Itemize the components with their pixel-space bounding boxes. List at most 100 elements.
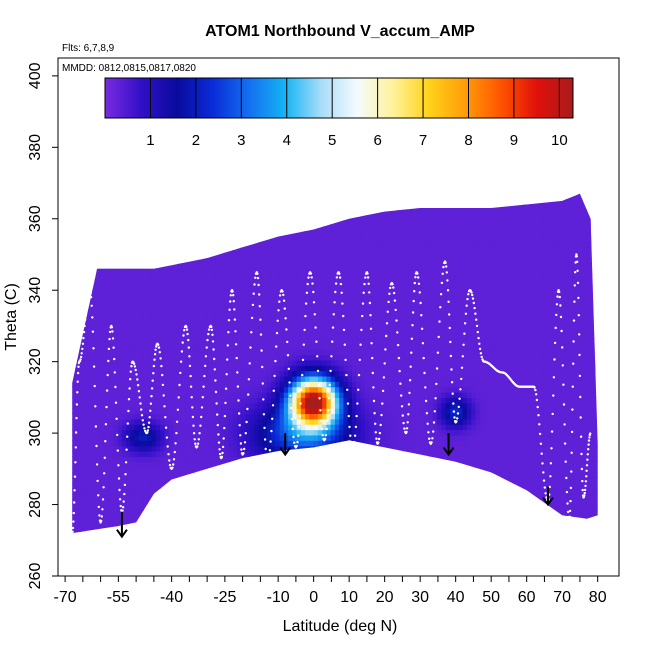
heatmap-cell <box>117 306 123 313</box>
heatmap-cell <box>207 322 212 329</box>
heatmap-cell <box>156 290 161 297</box>
heatmap-cell <box>339 386 345 393</box>
heatmap-cell <box>343 509 349 516</box>
heatmap-cell <box>219 215 225 222</box>
heatmap-cell <box>92 499 97 506</box>
heatmap-cell <box>317 359 323 366</box>
heatmap-cell <box>309 193 315 195</box>
heatmap-cell <box>215 252 221 259</box>
heatmap-cell <box>121 359 127 366</box>
heatmap-cell <box>121 477 127 484</box>
heatmap-cell <box>96 247 102 254</box>
heatmap-cell <box>241 467 247 473</box>
heatmap-cell <box>185 445 191 452</box>
heatmap-cell <box>109 531 114 534</box>
heatmap-cell <box>138 445 144 452</box>
heatmap-cell <box>216 537 221 543</box>
heatmap-cell <box>181 343 187 350</box>
heatmap-cell <box>58 199 63 205</box>
heatmap-cell <box>58 467 63 473</box>
heatmap-cell <box>113 306 119 313</box>
heatmap-cell <box>292 199 298 206</box>
heatmap-cell <box>296 300 302 307</box>
heatmap-cell <box>288 209 293 216</box>
heatmap-cell <box>173 349 178 356</box>
heatmap-cell <box>334 434 340 441</box>
heatmap-cell <box>219 467 225 473</box>
heatmap-cell <box>258 338 264 345</box>
heatmap-cell <box>87 392 93 398</box>
heatmap-cell <box>168 365 174 372</box>
heatmap-cell <box>339 193 345 195</box>
heatmap-cell <box>147 520 153 527</box>
heatmap-cell <box>198 209 204 216</box>
heatmap-cell <box>313 193 319 195</box>
heatmap-cell <box>190 225 195 232</box>
heatmap-cell <box>130 483 136 490</box>
heatmap-cell <box>305 429 310 436</box>
heatmap-cell <box>343 338 349 345</box>
heatmap-cell <box>339 509 345 516</box>
heatmap-cell <box>143 279 149 286</box>
heatmap-cell <box>207 209 212 216</box>
heatmap-cell <box>134 220 140 227</box>
heatmap-cell <box>121 290 127 297</box>
heatmap-cell <box>62 237 67 243</box>
heatmap-cell <box>317 274 323 281</box>
heatmap-cell <box>143 408 149 415</box>
heatmap-cell <box>143 209 149 216</box>
heatmap-cell <box>292 504 298 511</box>
heatmap-cell <box>339 520 345 527</box>
heatmap-cell <box>309 359 315 366</box>
heatmap-cell <box>104 231 110 238</box>
heatmap-cell <box>228 531 234 534</box>
heatmap-cell <box>117 209 123 216</box>
heatmap-cell <box>58 231 63 237</box>
heatmap-cell <box>177 515 183 522</box>
heatmap-cell <box>160 311 166 318</box>
heatmap-cell <box>224 515 230 522</box>
heatmap-cell <box>334 333 340 340</box>
heatmap-cell <box>283 375 289 382</box>
heatmap-cell <box>300 204 306 211</box>
heatmap-cell <box>164 520 170 527</box>
heatmap-cell <box>351 333 357 340</box>
heatmap-cell <box>245 274 251 281</box>
heatmap-cell <box>249 317 255 323</box>
heatmap-cell <box>177 413 183 420</box>
heatmap-cell <box>58 322 63 328</box>
heatmap-cell <box>253 279 259 286</box>
heatmap-cell <box>168 225 174 232</box>
heatmap-cell <box>271 418 276 425</box>
heatmap-cell <box>181 220 187 227</box>
heatmap-cell <box>121 295 127 302</box>
heatmap-cell <box>339 279 345 286</box>
heatmap-cell <box>207 472 212 479</box>
heatmap-cell <box>279 215 285 222</box>
heatmap-cell <box>236 295 242 302</box>
heatmap-cell <box>92 531 97 534</box>
heatmap-cell <box>177 467 183 473</box>
heatmap-cell <box>211 397 217 404</box>
heatmap-cell <box>220 542 225 548</box>
heatmap-cell <box>198 365 204 372</box>
heatmap-cell <box>347 509 353 516</box>
heatmap-cell <box>83 493 89 500</box>
heatmap-cell <box>343 402 349 409</box>
heatmap-cell <box>279 338 285 345</box>
heatmap-cell <box>224 402 230 409</box>
heatmap-cell <box>173 461 178 468</box>
heatmap-cell <box>75 247 80 254</box>
heatmap-cell <box>117 520 123 527</box>
heatmap-cell <box>305 408 310 415</box>
heatmap-cell <box>100 472 106 479</box>
heatmap-cell <box>62 215 67 221</box>
heatmap-cell <box>75 509 80 516</box>
heatmap-cell <box>275 483 281 490</box>
heatmap-cell <box>288 440 293 447</box>
heatmap-cell <box>96 327 102 334</box>
heatmap-cell <box>134 209 140 216</box>
heatmap-cell <box>322 193 328 200</box>
heatmap-cell <box>207 504 212 511</box>
heatmap-cell <box>79 424 85 431</box>
